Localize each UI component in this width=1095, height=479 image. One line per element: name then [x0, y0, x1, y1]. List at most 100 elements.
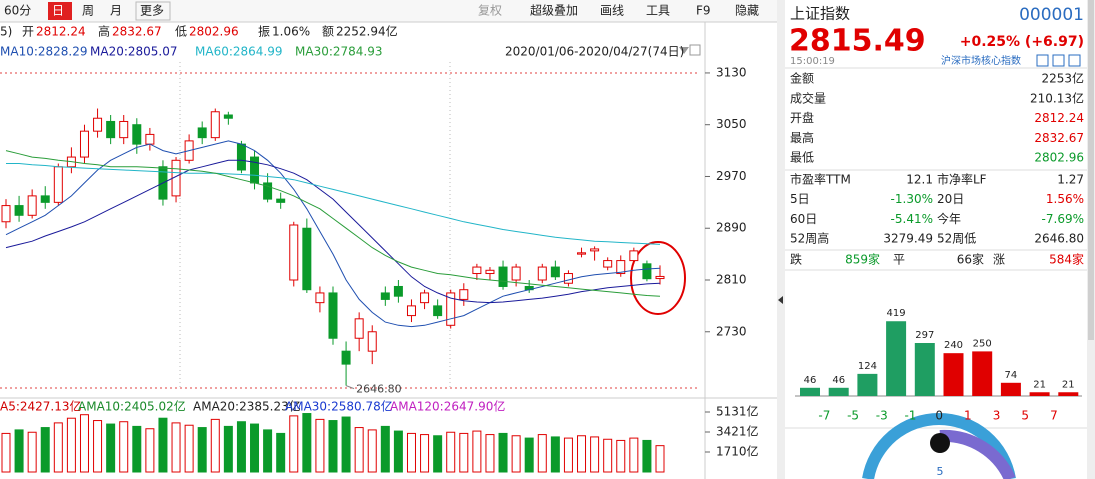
quote-time: 15:00:19 [790, 56, 835, 67]
x-tick-label: 0 [935, 409, 943, 423]
candle-body [302, 227, 312, 291]
candle-body [341, 350, 351, 365]
stat-value: -5.41% [891, 212, 933, 226]
x-tick-label: 5 [1021, 409, 1029, 423]
candle-body [433, 305, 443, 317]
ma-line [6, 163, 661, 245]
info: 5) [0, 25, 12, 39]
candle-body [40, 195, 50, 203]
tool[interactable]: 工具 [646, 4, 670, 18]
volume-bar [171, 422, 181, 473]
info: 高 [98, 24, 110, 39]
candle-body [459, 289, 469, 300]
bar-label: 74 [1005, 370, 1018, 381]
volume-bar [354, 427, 364, 473]
info: 2802.96 [189, 25, 239, 39]
volume-bar [380, 425, 390, 473]
candle-body [393, 285, 403, 297]
volume-bar [53, 422, 63, 473]
breadth-label: 跌 [790, 252, 802, 267]
candle-body [550, 266, 560, 278]
candle-body [250, 156, 260, 184]
y-tick-label: 2890 [716, 221, 747, 235]
date-range: 2020/01/06-2020/04/27(74日) [505, 45, 684, 59]
legend-entry: MA30:2784.93 [295, 45, 383, 59]
candle-body [537, 266, 547, 281]
stat-label: 金额 [790, 71, 814, 86]
volume-bar [472, 430, 482, 473]
bar-label: 21 [1062, 379, 1075, 390]
breadth-value: 584家 [1049, 252, 1084, 267]
volume-bar [459, 432, 469, 473]
dropdown-arrow[interactable] [679, 47, 689, 54]
x-tick-label: -3 [876, 409, 888, 423]
candle-body [210, 111, 220, 139]
tab-selected [48, 2, 72, 20]
ma-line [5, 140, 661, 328]
volume-legend: AMA10:2405.02亿 [78, 399, 186, 414]
candle-body [563, 273, 573, 284]
volume-bar [79, 414, 89, 473]
candle-body [119, 120, 129, 139]
candle-body [498, 266, 508, 287]
volume-bar [276, 432, 286, 473]
bar [886, 321, 907, 396]
tool[interactable]: 隐藏 [735, 4, 759, 18]
scroll-thumb[interactable] [1088, 0, 1094, 340]
scrollbar[interactable] [777, 0, 785, 479]
tab[interactable]: 60分 [4, 4, 31, 18]
info: 1.06% [272, 25, 310, 39]
quote-tag: 沪深市场核心指数 [941, 54, 1021, 67]
candle-body [511, 266, 521, 281]
x-tick-label: 3 [993, 409, 1001, 423]
stat-value: -7.69% [1042, 212, 1084, 226]
info: 振 [258, 25, 270, 39]
candle-body [106, 120, 116, 139]
gauge-dot [930, 433, 950, 453]
tab[interactable]: 周 [82, 4, 94, 18]
volume-legend: AMA30:2580.78亿 [285, 399, 393, 414]
low-pointer [345, 385, 355, 390]
tab[interactable]: 日 [52, 4, 64, 18]
tab[interactable]: 更多 [140, 4, 164, 18]
breadth-label: 平 [893, 253, 905, 267]
quote-code: 000001 [1019, 5, 1084, 25]
stat-value: 12.1 [906, 173, 933, 187]
candle-body [197, 127, 207, 139]
tool[interactable]: F9 [696, 4, 711, 18]
tool[interactable]: 复权 [478, 4, 502, 18]
close-box[interactable] [689, 44, 701, 56]
volume-bar [132, 425, 142, 473]
stat-value: 2802.96 [1034, 151, 1084, 165]
volume-bar [577, 435, 587, 473]
collapse-arrow[interactable] [778, 296, 783, 304]
candle-body [276, 198, 286, 203]
stat-value: 1.56% [1046, 192, 1084, 206]
stat-label: 52周低 [937, 232, 976, 246]
legend-entry: MA60:2864.99 [195, 45, 283, 59]
candle-body [145, 133, 155, 145]
candle-body [1, 205, 11, 223]
volume-bar [485, 434, 495, 473]
tool[interactable]: 画线 [600, 4, 624, 18]
y-tick-label: 3421亿 [716, 423, 759, 438]
x-tick-label: -1 [904, 409, 916, 423]
stat-value: -1.30% [891, 192, 933, 206]
volume-bar [14, 429, 24, 473]
tag-icon [1036, 54, 1049, 67]
candle-body [223, 114, 233, 119]
tool[interactable]: 超级叠加 [530, 3, 578, 18]
candle-body [328, 292, 338, 339]
volume-bar [263, 429, 273, 473]
volume-bar [328, 420, 338, 473]
bar-label: 21 [1033, 379, 1046, 390]
bar-label: 46 [832, 375, 845, 386]
tab[interactable]: 月 [110, 4, 122, 18]
candle-body [590, 248, 600, 252]
volume-bar [119, 421, 129, 473]
stat-label: 成交量 [790, 90, 826, 105]
candle-body [472, 266, 482, 275]
candle-body [616, 260, 626, 275]
